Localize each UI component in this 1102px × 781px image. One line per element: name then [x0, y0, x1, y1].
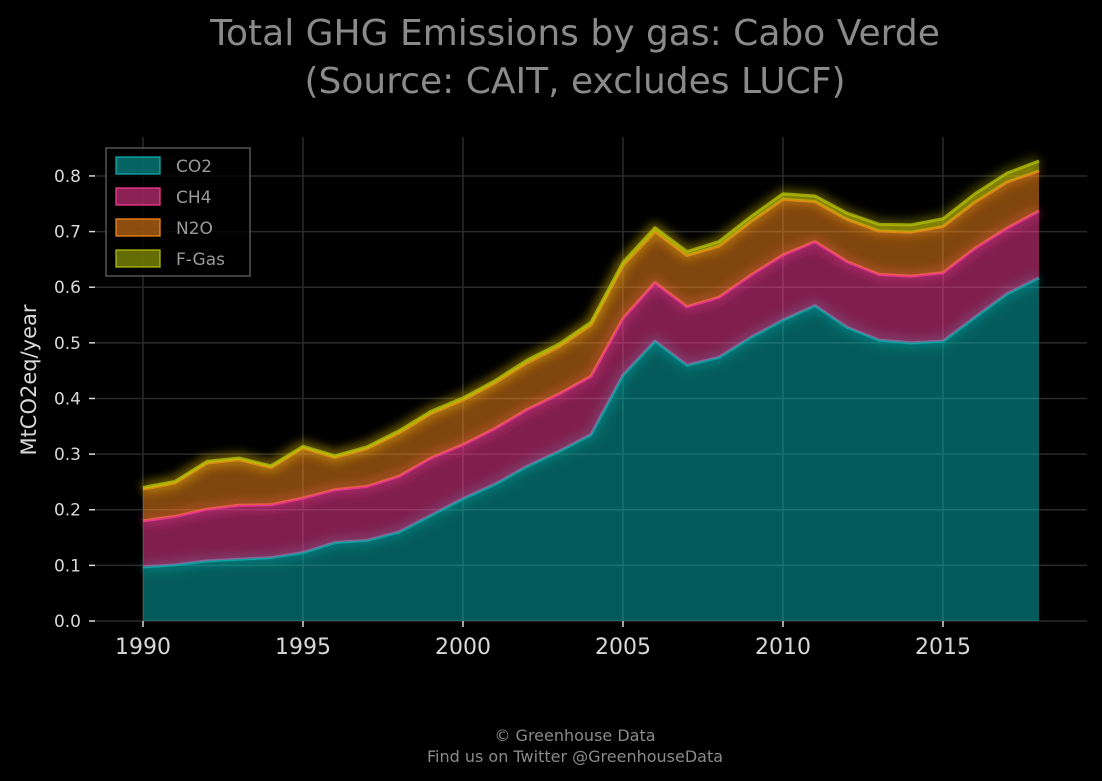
y-tick-label-4: 0.4 — [54, 389, 81, 409]
x-tick-label-2005: 2005 — [595, 635, 651, 660]
legend-swatch-co2 — [115, 156, 161, 175]
y-tick-label-7: 0.7 — [54, 223, 81, 243]
legend: CO2 CH4 N2O F-Gas — [105, 147, 251, 277]
chart-title-line-1: Total GHG Emissions by gas: Cabo Verde — [209, 13, 940, 54]
stacked-areas — [142, 156, 1042, 621]
legend-label-f-gas: F-Gas — [176, 250, 225, 270]
legend-swatch-n2o — [115, 218, 161, 237]
legend-label-co2: CO2 — [176, 157, 212, 177]
y-tick-label-5: 0.5 — [54, 334, 81, 354]
y-tick-label-1: 0.1 — [54, 556, 81, 576]
footer-copyright: © Greenhouse Data — [494, 726, 655, 745]
x-tick-label-2010: 2010 — [755, 635, 811, 660]
x-tick-label-2000: 2000 — [435, 635, 491, 660]
y-tick-label-0: 0.0 — [54, 612, 81, 632]
x-tick-label-1995: 1995 — [275, 635, 331, 660]
line-f-gas — [142, 159, 1040, 489]
y-tick-label-8: 0.8 — [54, 167, 81, 187]
footer-twitter: Find us on Twitter @GreenhouseData — [427, 747, 723, 766]
legend-label-n2o: N2O — [176, 219, 213, 239]
y-tick-label-6: 0.6 — [54, 278, 81, 298]
y-tick-label-2: 0.2 — [54, 501, 81, 521]
area-n2o — [143, 170, 1039, 521]
area-ch4 — [143, 210, 1039, 568]
legend-swatch-f-gas — [115, 249, 161, 268]
legend-label-ch4: CH4 — [176, 188, 211, 208]
chart-title-line-2: (Source: CAIT, excludes LUCF) — [304, 61, 845, 102]
y-tick-label-3: 0.3 — [54, 445, 81, 465]
x-tick-label-2015: 2015 — [915, 635, 971, 660]
axes: 1990 1995 2000 2005 2010 2015 0.0 0.1 0.2 0.3 0.4 0… — [54, 167, 971, 660]
legend-swatch-ch4 — [115, 187, 161, 206]
x-tick-label-1990: 1990 — [115, 635, 171, 660]
y-axis-label: MtCO2eq/year — [17, 304, 41, 455]
area-co2 — [143, 277, 1039, 621]
